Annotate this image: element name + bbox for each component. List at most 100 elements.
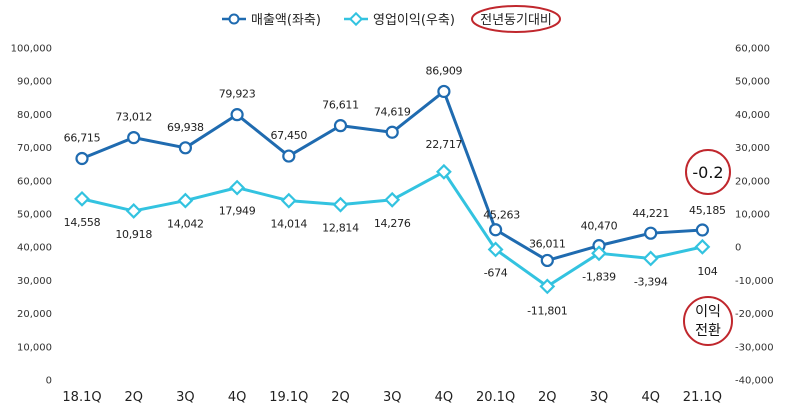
data-point[interactable] xyxy=(333,119,348,133)
x-tick-label: 4Q xyxy=(228,390,247,405)
x-tick-label: 18.1Q xyxy=(62,390,101,405)
data-point[interactable] xyxy=(125,203,142,219)
data-label: 12,814 xyxy=(322,222,359,235)
right-tick-label: 30,000 xyxy=(735,143,770,154)
legend-revenue-label: 매출액(좌축) xyxy=(251,13,321,28)
left-tick-label: 40,000 xyxy=(17,243,52,254)
left-tick-label: 30,000 xyxy=(17,276,52,287)
data-point[interactable] xyxy=(74,190,90,207)
x-tick-label: 20.1Q xyxy=(476,390,515,405)
x-tick-label: 2Q xyxy=(124,390,143,405)
data-label: 69,938 xyxy=(167,121,204,134)
data-point[interactable] xyxy=(332,196,349,213)
data-point[interactable] xyxy=(642,250,659,267)
data-point[interactable] xyxy=(540,253,554,268)
data-label: 104 xyxy=(697,265,717,278)
left-tick-label: 100,000 xyxy=(11,44,52,55)
left-tick-label: 0 xyxy=(46,376,52,387)
data-label: 74,619 xyxy=(374,105,411,118)
left-tick-label: 50,000 xyxy=(17,210,52,221)
right-tick-label: 40,000 xyxy=(735,110,770,121)
data-point[interactable] xyxy=(230,108,244,122)
data-point[interactable] xyxy=(435,163,452,180)
right-tick-label: 50,000 xyxy=(735,77,770,88)
x-tick-label: 4Q xyxy=(435,390,454,405)
data-point[interactable] xyxy=(384,191,401,208)
data-label: 66,715 xyxy=(64,132,101,145)
data-point[interactable] xyxy=(282,149,296,163)
series-revenue: 66,715 73,012 69,938 79,923 67,450 76,611 74,6… xyxy=(64,64,726,268)
x-tick-label: 4Q xyxy=(641,390,660,405)
left-tick-label: 70,000 xyxy=(17,143,52,154)
data-point[interactable] xyxy=(489,223,503,237)
left-axis: 0 10,000 20,000 30,000 40,000 50,000 60,000 70,… xyxy=(11,44,52,387)
data-point[interactable] xyxy=(591,245,607,262)
data-label: 14,276 xyxy=(374,217,411,230)
annotation-profit-circle xyxy=(683,296,733,346)
data-label: 36,011 xyxy=(529,237,566,250)
data-label: 17,949 xyxy=(219,205,256,218)
legend-note-ellipse xyxy=(471,5,561,33)
annotation-revenue-change: -0.2 xyxy=(685,149,731,195)
legend-item-revenue[interactable]: 매출액(좌축) xyxy=(222,13,321,28)
x-tick-label: 3Q xyxy=(383,390,402,405)
series-profit: 14,558 10,918 14,042 17,949 14,014 12,814 14,2… xyxy=(64,138,718,318)
data-label: 22,717 xyxy=(426,138,463,151)
data-label: -11,801 xyxy=(527,304,567,317)
right-axis: -40,000 -30,000 -20,000 -10,000 0 10,000 20,00… xyxy=(735,44,774,387)
annotation-profit-turn: 이익 전환 xyxy=(683,296,733,346)
right-tick-label: 10,000 xyxy=(735,210,770,221)
legend-profit-marker xyxy=(348,11,364,27)
data-point[interactable] xyxy=(487,241,504,258)
data-point[interactable] xyxy=(385,125,399,139)
data-label: 40,470 xyxy=(581,220,618,233)
x-tick-label: 2Q xyxy=(331,390,350,405)
data-label: 14,042 xyxy=(167,218,204,231)
data-point[interactable] xyxy=(437,84,451,99)
annotation-revenue-circle xyxy=(685,149,731,195)
left-tick-label: 60,000 xyxy=(17,176,52,187)
data-point[interactable] xyxy=(178,141,192,155)
left-tick-label: 10,000 xyxy=(17,342,52,353)
data-point[interactable] xyxy=(694,238,711,255)
data-point[interactable] xyxy=(644,226,658,240)
legend-note-text: 전년동기대비 xyxy=(480,13,552,28)
left-tick-label: 20,000 xyxy=(17,309,52,320)
data-label: 14,558 xyxy=(64,216,101,229)
data-label: 10,918 xyxy=(115,228,152,241)
data-point[interactable] xyxy=(75,151,89,166)
data-point[interactable] xyxy=(539,278,556,295)
left-tick-label: 90,000 xyxy=(17,77,52,88)
annotation-profit-text-1: 이익 xyxy=(695,304,721,320)
data-point[interactable] xyxy=(127,131,141,145)
x-tick-label: 3Q xyxy=(176,390,195,405)
annotation-revenue-text: -0.2 xyxy=(692,163,723,182)
right-tick-label: 0 xyxy=(735,243,741,254)
legend-item-profit[interactable]: 영업이익(우축) xyxy=(344,11,455,28)
legend-profit-label: 영업이익(우축) xyxy=(373,13,455,28)
annotation-profit-text-2: 전환 xyxy=(695,323,721,339)
data-label: 45,263 xyxy=(483,209,520,222)
data-point[interactable] xyxy=(177,192,194,209)
x-tick-label: 21.1Q xyxy=(683,390,722,405)
data-point[interactable] xyxy=(695,223,710,237)
data-label: 73,012 xyxy=(115,111,152,124)
data-point[interactable] xyxy=(229,179,246,196)
x-tick-label: 19.1Q xyxy=(269,390,308,405)
right-tick-label: -40,000 xyxy=(735,376,774,387)
data-label: -3,394 xyxy=(634,275,668,288)
data-label: -1,839 xyxy=(582,270,616,283)
right-tick-label: 20,000 xyxy=(735,176,770,187)
x-tick-label: 3Q xyxy=(590,390,609,405)
right-tick-label: -30,000 xyxy=(735,342,774,353)
legend-note: 전년동기대비 xyxy=(471,5,561,33)
data-point[interactable] xyxy=(280,192,297,209)
x-tick-label: 2Q xyxy=(538,390,557,405)
data-label: -674 xyxy=(484,266,508,279)
data-label: 45,185 xyxy=(689,204,726,217)
data-label: 86,909 xyxy=(426,64,463,77)
data-label: 79,923 xyxy=(219,88,256,101)
left-tick-label: 80,000 xyxy=(17,110,52,121)
data-label: 14,014 xyxy=(270,218,307,231)
